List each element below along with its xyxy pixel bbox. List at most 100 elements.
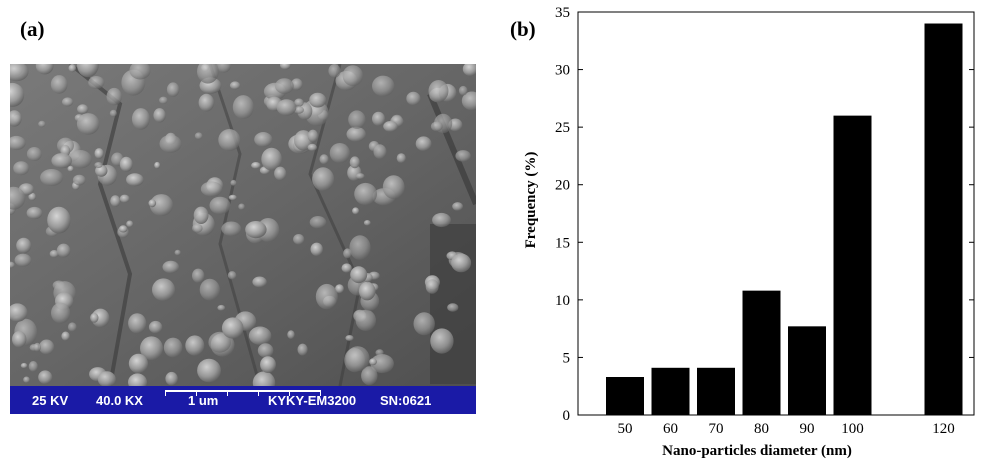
sem-grain: [274, 166, 287, 181]
sem-grain: [28, 192, 36, 201]
sem-grain: [354, 182, 377, 206]
sem-grain: [341, 263, 352, 273]
sem-grain: [128, 353, 148, 374]
sem-grain: [251, 162, 261, 169]
sem-grain: [128, 373, 147, 386]
sem-grain: [200, 181, 223, 197]
sem-grain: [458, 85, 468, 96]
sem-grain: [349, 235, 371, 260]
sem-grain: [106, 87, 122, 106]
sem-grain: [342, 65, 363, 86]
bar-50: [606, 377, 644, 415]
sem-grain: [208, 331, 231, 353]
sem-grain: [26, 206, 43, 220]
sem-grain: [335, 284, 344, 294]
sem-grain: [159, 96, 168, 104]
sem-grain: [197, 358, 221, 383]
sem-grain: [309, 216, 327, 229]
sem-grain: [413, 312, 435, 336]
sem-grain: [345, 335, 354, 341]
sem-grain: [40, 169, 64, 186]
sem-grain: [315, 283, 338, 310]
y-axis-label: Frequency (%): [523, 152, 539, 249]
sem-instrument: KYKY-EM3200: [268, 393, 357, 408]
y-tick-label: 0: [563, 408, 571, 424]
sem-grain: [119, 156, 133, 172]
sem-grain: [260, 356, 276, 373]
sem-grain: [293, 234, 305, 245]
x-tick-label: 50: [618, 421, 633, 437]
sem-grain: [119, 194, 130, 203]
sem-grain: [452, 202, 463, 211]
sem-grain: [312, 167, 335, 191]
sem-grain: [14, 253, 32, 267]
sem-grain: [33, 342, 41, 352]
sem-grain: [261, 147, 282, 171]
sem-grain: [227, 271, 237, 280]
sem-grain: [56, 243, 71, 258]
sem-grain: [252, 276, 267, 288]
sem-grain: [199, 278, 220, 301]
sem-grain: [38, 120, 46, 128]
sem-grain: [165, 371, 178, 386]
sem-grain: [232, 95, 254, 120]
sem-grain: [174, 249, 181, 256]
sem-grain: [12, 331, 27, 348]
sem-grain: [26, 147, 42, 161]
sem-grain: [72, 174, 86, 186]
y-tick-label: 15: [555, 235, 570, 251]
sem-grain: [216, 64, 232, 73]
sem-grain: [430, 121, 443, 132]
sem-grain: [148, 199, 157, 208]
sem-grain: [291, 78, 303, 91]
sem-grain: [218, 129, 241, 151]
sem-grain: [68, 64, 77, 73]
sem-grain: [90, 312, 99, 323]
sem-grain: [310, 242, 323, 256]
sem-grain: [358, 281, 376, 301]
sem-grain: [280, 64, 291, 70]
sem-grain: [110, 195, 121, 207]
sem-grain: [352, 207, 360, 215]
sem-grain: [372, 111, 385, 126]
sem-grain: [396, 153, 406, 163]
sem-grain: [77, 104, 89, 114]
y-axis-ticks: 0 5 10 15 20 25 30 35: [555, 5, 974, 424]
bar-100: [833, 115, 872, 415]
bar-80: [742, 290, 781, 415]
sem-grain: [152, 278, 175, 301]
sem-scale-bar: [165, 390, 321, 396]
sem-grain: [217, 304, 226, 311]
sem-grain: [39, 339, 55, 355]
sem-grain: [153, 108, 166, 123]
sem-grain: [451, 253, 472, 273]
sem-grain: [350, 266, 368, 284]
sem-grain: [51, 153, 72, 169]
y-tick-label: 30: [555, 63, 570, 79]
sem-grain: [94, 148, 104, 159]
sem-grain: [67, 165, 74, 172]
sem-grain: [383, 121, 398, 132]
sem-grain: [10, 186, 26, 210]
sem-grain: [221, 221, 242, 237]
sem-grain: [349, 156, 360, 169]
x-tick-label: 120: [932, 421, 955, 437]
sem-grain: [38, 370, 53, 385]
sem-grain: [154, 161, 161, 169]
sem-grain: [198, 93, 215, 112]
sem-grain: [20, 362, 28, 369]
sem-grain: [109, 109, 117, 117]
sem-grain: [425, 279, 439, 294]
sem-grain: [307, 143, 317, 151]
sem-grain: [363, 220, 371, 226]
sem-grain: [309, 92, 327, 108]
sem-grain: [131, 108, 150, 130]
sem-grain: [10, 64, 29, 82]
sem-grain: [428, 80, 449, 102]
sem-grain: [348, 110, 366, 129]
sem-grain: [430, 328, 454, 354]
sem-grain: [49, 250, 59, 258]
sem-grain: [461, 91, 476, 111]
sem-grain: [51, 302, 71, 324]
sem-grain: [229, 81, 241, 90]
